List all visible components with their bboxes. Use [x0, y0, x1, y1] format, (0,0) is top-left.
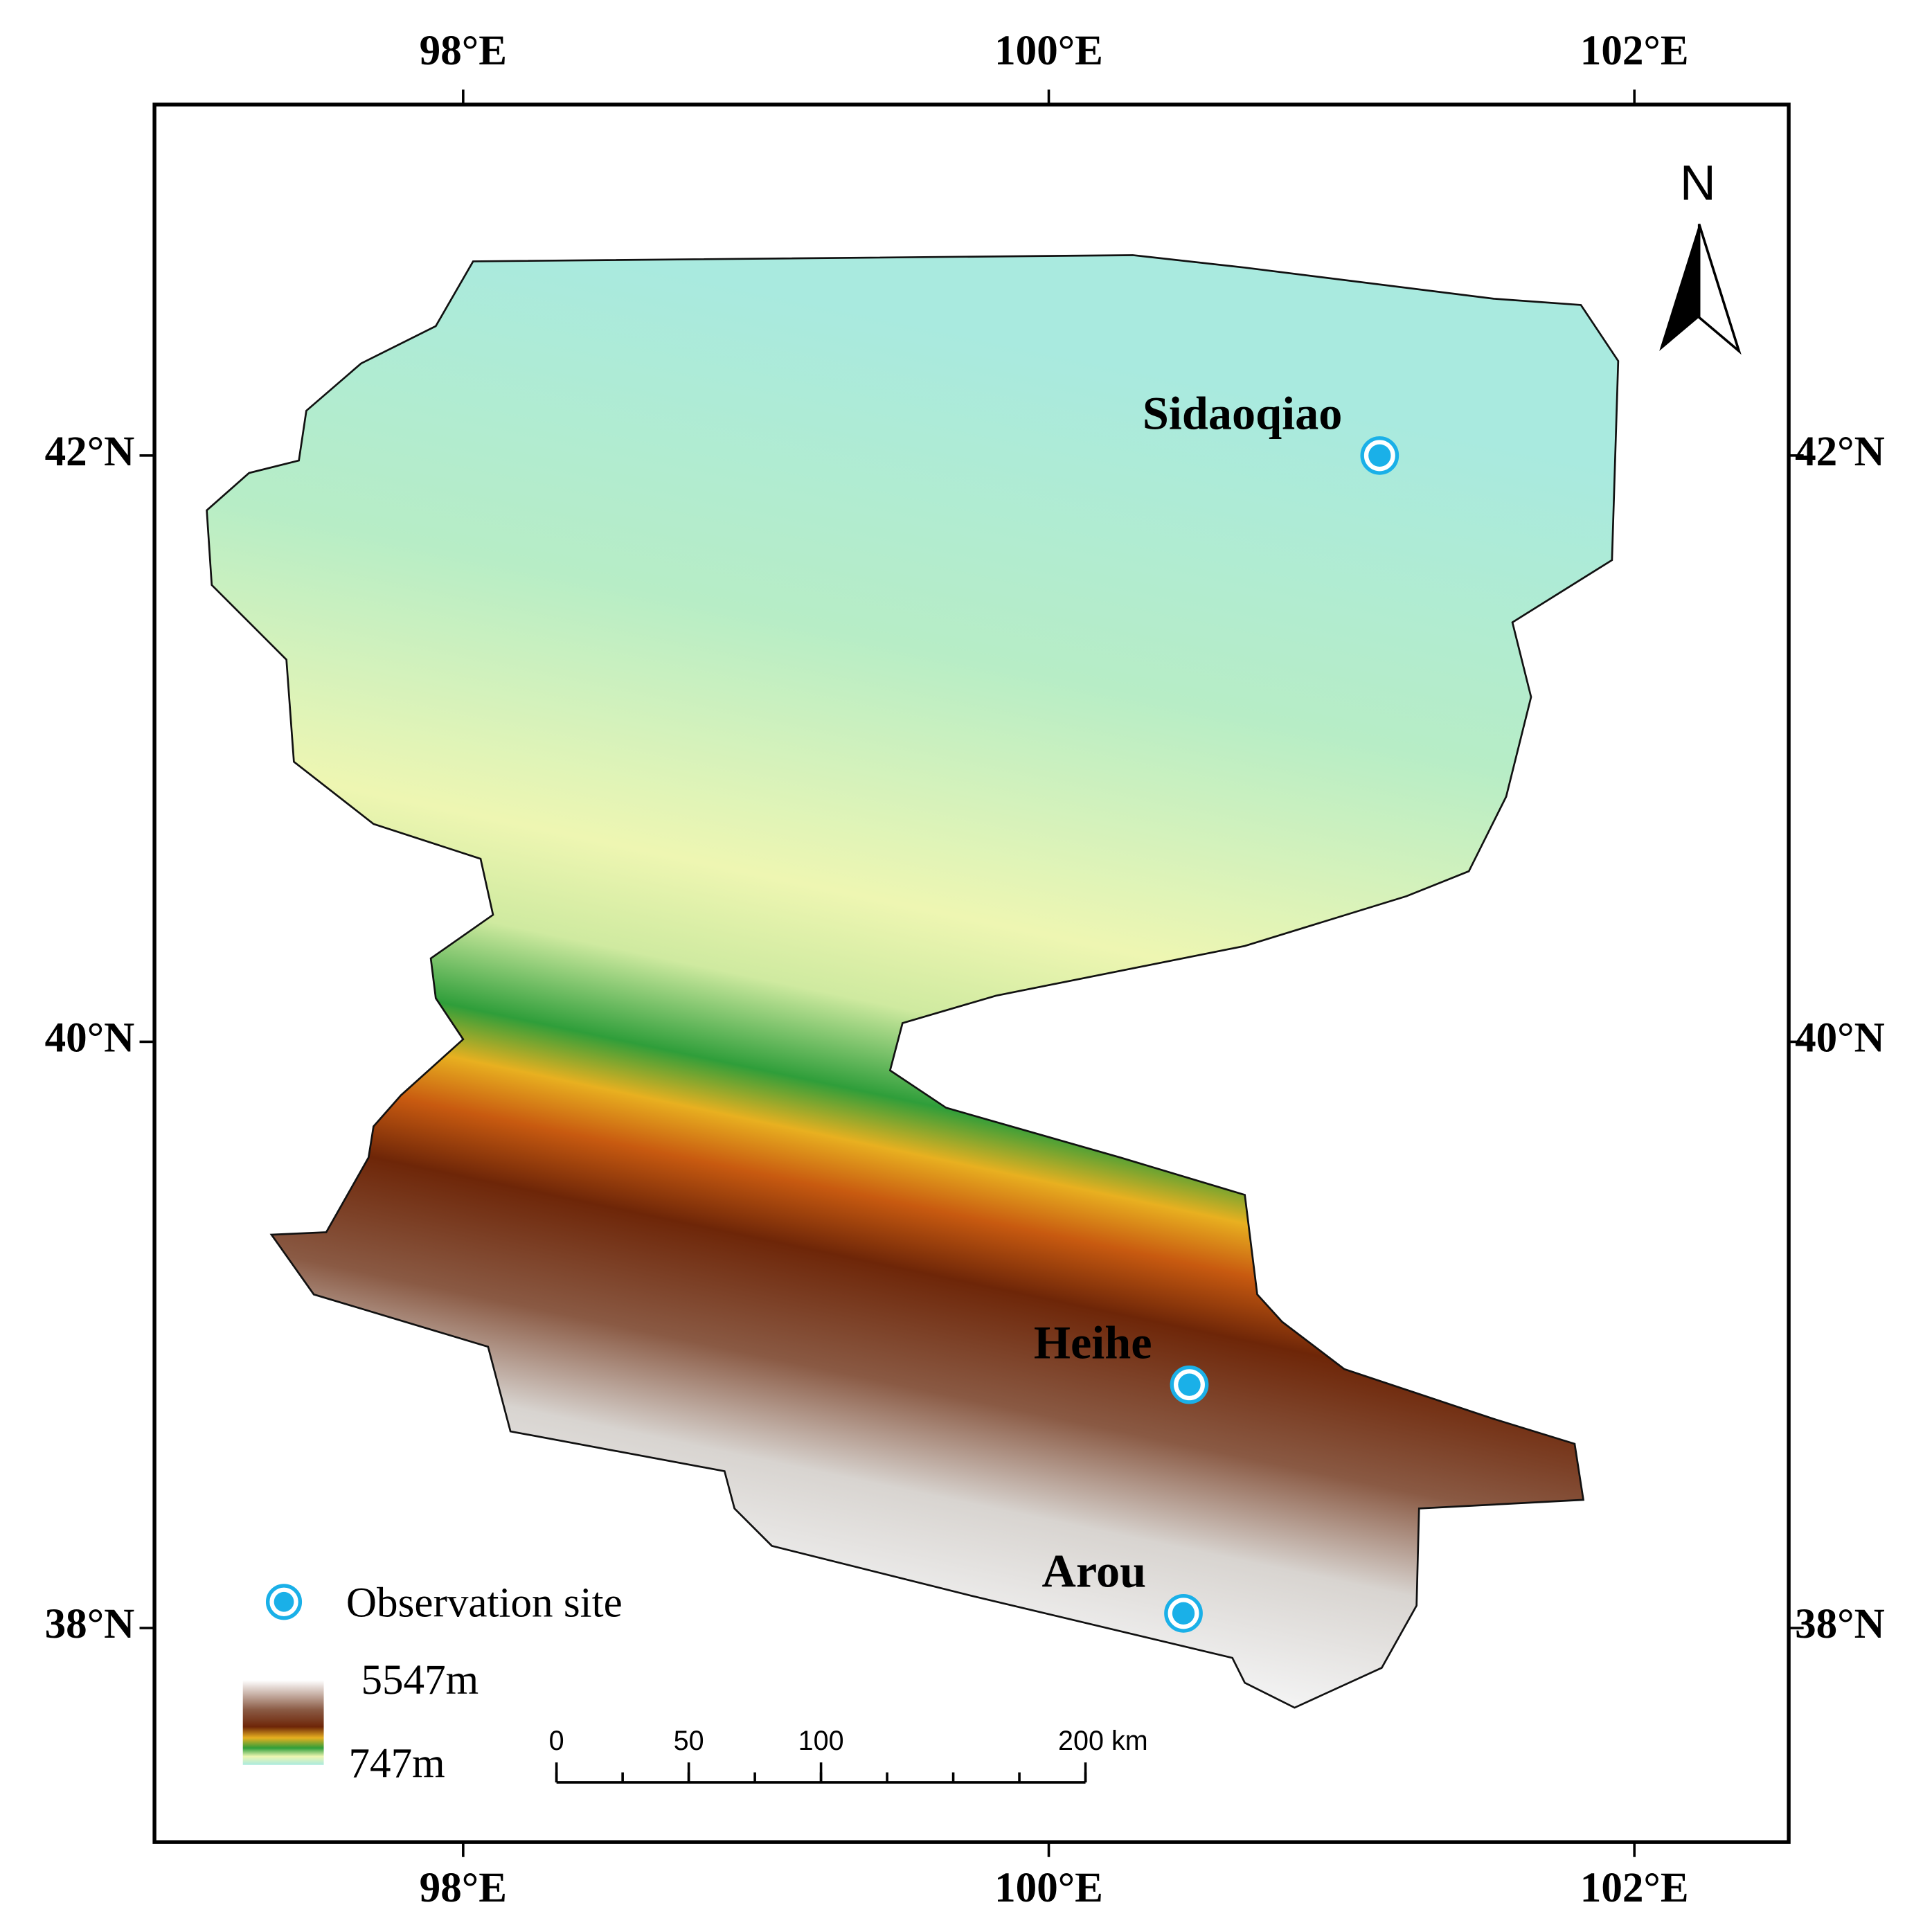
- basin-region: [206, 254, 1620, 1709]
- scale-label: 200 km: [1058, 1726, 1148, 1756]
- lat-label-left: 38°N: [45, 1601, 135, 1647]
- scale-label: 50: [674, 1726, 704, 1756]
- lat-label-left: 40°N: [45, 1014, 135, 1061]
- lat-label-right: 38°N: [1795, 1601, 1885, 1647]
- lat-label-left: 42°N: [45, 429, 135, 475]
- lon-label-bottom: 102°E: [1580, 1865, 1689, 1911]
- site-dot: [1172, 1602, 1195, 1625]
- site-label: Sidaoqiao: [1143, 387, 1342, 440]
- legend-elevation-bar: [242, 1680, 324, 1765]
- scale-label: 0: [549, 1726, 564, 1756]
- legend-min-label: 747m: [348, 1740, 445, 1787]
- lon-label-top: 100°E: [994, 28, 1103, 74]
- legend-site-label: Observation site: [346, 1580, 623, 1626]
- legend-site-dot: [274, 1591, 294, 1612]
- lon-label-bottom: 98°E: [420, 1865, 507, 1911]
- lon-label-top: 102°E: [1580, 28, 1689, 74]
- scale-label: 100: [798, 1726, 844, 1756]
- site-dot: [1178, 1373, 1201, 1396]
- north-arrow: N: [1659, 156, 1742, 355]
- lat-label-right: 42°N: [1795, 429, 1885, 475]
- site-label: Arou: [1042, 1545, 1147, 1598]
- north-label: N: [1680, 156, 1716, 211]
- legend-max-label: 5547m: [361, 1657, 478, 1703]
- lat-label-right: 40°N: [1795, 1014, 1885, 1061]
- lon-label-bottom: 100°E: [994, 1865, 1103, 1911]
- lon-label-top: 98°E: [420, 28, 507, 74]
- site-label: Heihe: [1034, 1316, 1152, 1368]
- site-dot: [1368, 444, 1391, 467]
